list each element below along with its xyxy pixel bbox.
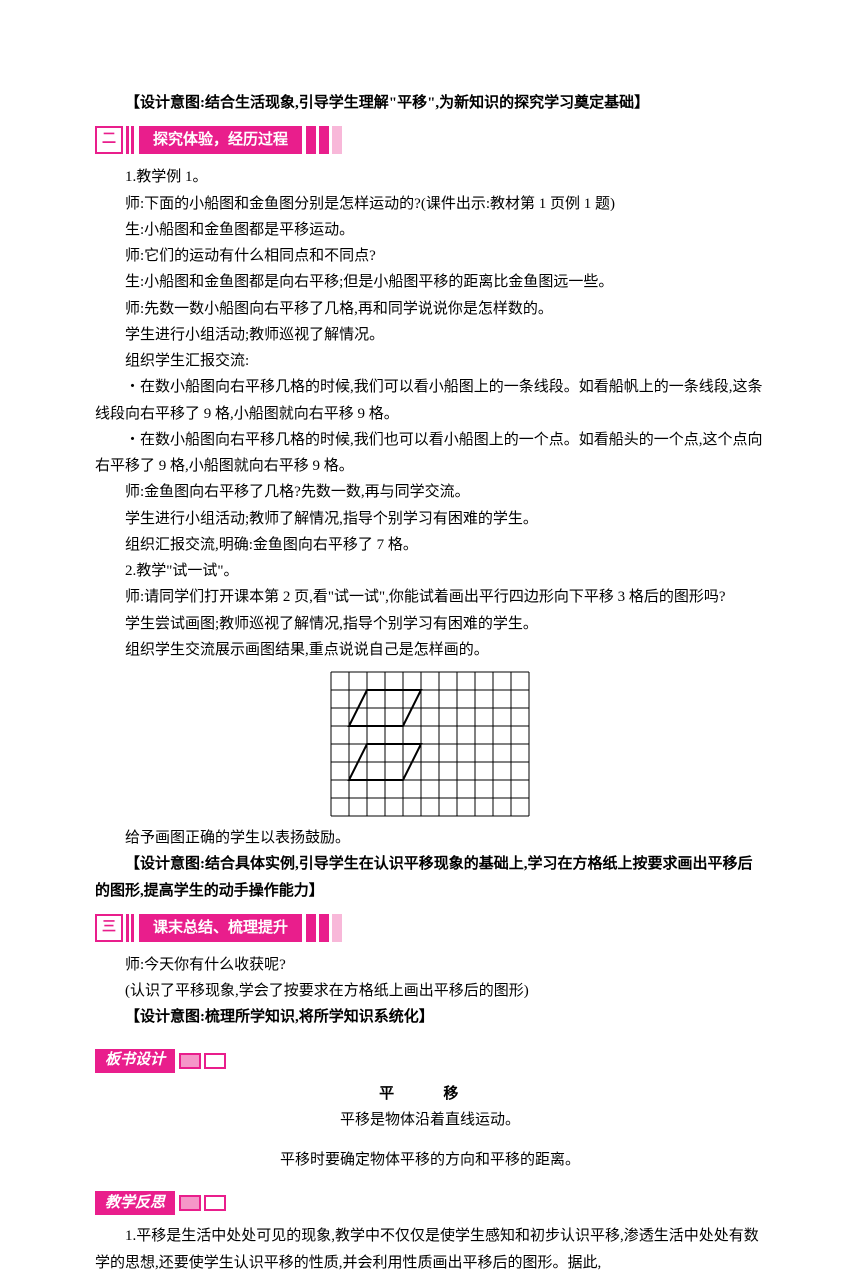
body-text: 学生进行小组活动;教师了解情况,指导个别学习有困难的学生。 <box>95 506 765 532</box>
bullet-text: ・在数小船图向右平移几格的时候,我们也可以看小船图上的一个点。如看船头的一个点,… <box>95 427 765 480</box>
section-stripes <box>126 914 134 942</box>
board-line: 平移时要确定物体平移的方向和平移的距离。 <box>95 1147 765 1173</box>
grid-figure <box>95 671 765 817</box>
section-title: 探究体验，经历过程 <box>139 126 302 154</box>
section-number-box: 二 <box>95 126 123 154</box>
body-text: 生:小船图和金鱼图都是向右平移;但是小船图平移的距离比金鱼图远一些。 <box>95 269 765 295</box>
section-number-box: 三 <box>95 914 123 942</box>
reflection-text: 1.平移是生活中处处可见的现象,教学中不仅仅是使学生感知和初步认识平移,渗透生活… <box>95 1223 765 1276</box>
design-intent-1: 【设计意图:结合生活现象,引导学生理解"平移",为新知识的探究学习奠定基础】 <box>95 90 765 116</box>
body-text: 组织学生交流展示画图结果,重点说说自己是怎样画的。 <box>95 637 765 663</box>
body-text: 组织汇报交流,明确:金鱼图向右平移了 7 格。 <box>95 532 765 558</box>
body-text: 组织学生汇报交流: <box>95 348 765 374</box>
design-intent-3: 【设计意图:梳理所学知识,将所学知识系统化】 <box>95 1004 765 1030</box>
reflection-header: 教学反思 <box>95 1191 765 1215</box>
design-intent-2: 【设计意图:结合具体实例,引导学生在认识平移现象的基础上,学习在方格纸上按要求画… <box>95 851 765 904</box>
body-text: 师:它们的运动有什么相同点和不同点? <box>95 243 765 269</box>
reflection-label: 教学反思 <box>95 1191 175 1215</box>
body-text: 生:小船图和金鱼图都是平移运动。 <box>95 217 765 243</box>
tag-blocks <box>179 1195 226 1211</box>
board-content: 平 移 平移是物体沿着直线运动。 平移时要确定物体平移的方向和平移的距离。 <box>95 1081 765 1174</box>
body-text: 给予画图正确的学生以表扬鼓励。 <box>95 825 765 851</box>
body-text: 师:先数一数小船图向右平移了几格,再和同学说说你是怎样数的。 <box>95 296 765 322</box>
body-text: 学生进行小组活动;教师巡视了解情况。 <box>95 322 765 348</box>
body-text: 1.教学例 1。 <box>95 164 765 190</box>
section-blocks <box>306 914 342 942</box>
board-title: 平 移 <box>95 1081 765 1107</box>
board-design-header: 板书设计 <box>95 1049 765 1073</box>
body-text: 师:今天你有什么收获呢? <box>95 952 765 978</box>
body-text: 师:金鱼图向右平移了几格?先数一数,再与同学交流。 <box>95 479 765 505</box>
body-text: 师:请同学们打开课本第 2 页,看"试一试",你能试着画出平行四边形向下平移 3… <box>95 584 765 610</box>
grid-svg <box>330 671 530 817</box>
body-text: (认识了平移现象,学会了按要求在方格纸上画出平移后的图形) <box>95 978 765 1004</box>
body-text: 2.教学"试一试"。 <box>95 558 765 584</box>
section-title: 课末总结、梳理提升 <box>139 914 302 942</box>
board-design-label: 板书设计 <box>95 1049 175 1073</box>
section-stripes <box>126 126 134 154</box>
board-line: 平移是物体沿着直线运动。 <box>95 1107 765 1133</box>
tag-blocks <box>179 1053 226 1069</box>
bullet-text: ・在数小船图向右平移几格的时候,我们可以看小船图上的一条线段。如看船帆上的一条线… <box>95 374 765 427</box>
section-header-2: 二 探究体验，经历过程 <box>95 126 765 154</box>
section-header-3: 三 课末总结、梳理提升 <box>95 914 765 942</box>
body-text: 师:下面的小船图和金鱼图分别是怎样运动的?(课件出示:教材第 1 页例 1 题) <box>95 191 765 217</box>
body-text: 学生尝试画图;教师巡视了解情况,指导个别学习有困难的学生。 <box>95 611 765 637</box>
section-blocks <box>306 126 342 154</box>
